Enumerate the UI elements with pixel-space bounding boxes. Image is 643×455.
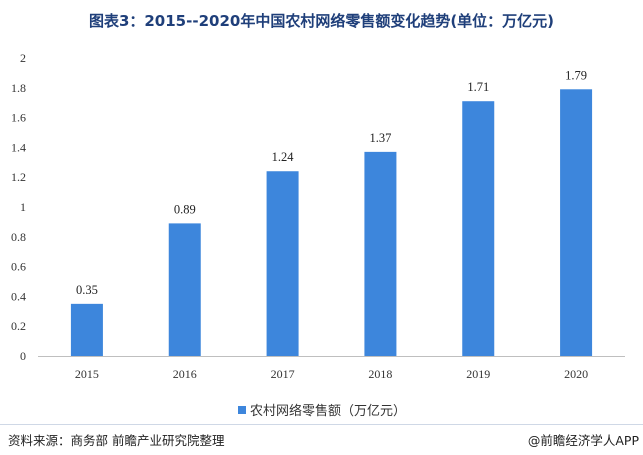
y-axis-ticks: 0 0.2 0.4 0.6 0.8 1 1.2 1.4 1.6 1.8 2 xyxy=(11,51,26,363)
bar xyxy=(70,303,103,356)
x-axis-ticks: 2015 2016 2017 2018 2019 2020 xyxy=(75,367,588,381)
y-tick-label: 1.2 xyxy=(11,170,26,184)
x-tick-label: 2019 xyxy=(466,367,490,381)
y-tick-label: 0.4 xyxy=(11,289,26,303)
bar xyxy=(266,171,299,356)
bar xyxy=(560,89,593,356)
bar xyxy=(364,151,397,356)
data-label: 1.37 xyxy=(369,131,391,145)
legend: 农村网络零售额（万亿元） xyxy=(238,400,406,419)
bar xyxy=(168,223,201,356)
y-tick-label: 0.2 xyxy=(11,319,26,333)
bars xyxy=(70,89,593,357)
x-tick-label: 2020 xyxy=(564,367,588,381)
footer: 资料来源：商务部 前瞻产业研究院整理 @前瞻经济学人APP xyxy=(0,424,643,455)
bar-chart: 0 0.2 0.4 0.6 0.8 1 1.2 1.4 1.6 1.8 2 0.35 0.89 1.24… xyxy=(11,51,625,381)
data-labels: 0.35 0.89 1.24 1.37 1.71 1.79 xyxy=(76,68,587,297)
data-label: 1.71 xyxy=(467,80,489,94)
chart-title: 图表3：2015--2020年中国农村网络零售额变化趋势(单位：万亿元) xyxy=(88,12,555,30)
x-tick-label: 2015 xyxy=(75,367,99,381)
legend-swatch xyxy=(238,405,246,414)
y-tick-label: 0 xyxy=(20,349,26,363)
y-tick-label: 1.4 xyxy=(11,140,26,154)
y-tick-label: 1.8 xyxy=(11,81,26,95)
data-label: 1.24 xyxy=(272,150,295,164)
legend-label: 农村网络零售额（万亿元） xyxy=(250,404,407,419)
brand-label: @前瞻经济学人APP xyxy=(527,433,639,448)
bar xyxy=(462,101,495,357)
y-tick-label: 1 xyxy=(20,200,26,214)
data-label: 1.79 xyxy=(565,68,587,82)
source-note: 资料来源：商务部 前瞻产业研究院整理 xyxy=(8,433,225,448)
y-tick-label: 1.6 xyxy=(11,111,26,125)
y-tick-label: 0.6 xyxy=(11,260,26,274)
data-label: 0.35 xyxy=(76,283,98,297)
x-tick-label: 2016 xyxy=(173,367,197,381)
x-tick-label: 2017 xyxy=(271,367,295,381)
data-label: 0.89 xyxy=(174,202,196,216)
x-tick-label: 2018 xyxy=(368,367,392,381)
y-tick-label: 0.8 xyxy=(11,230,26,244)
y-tick-label: 2 xyxy=(20,51,26,65)
